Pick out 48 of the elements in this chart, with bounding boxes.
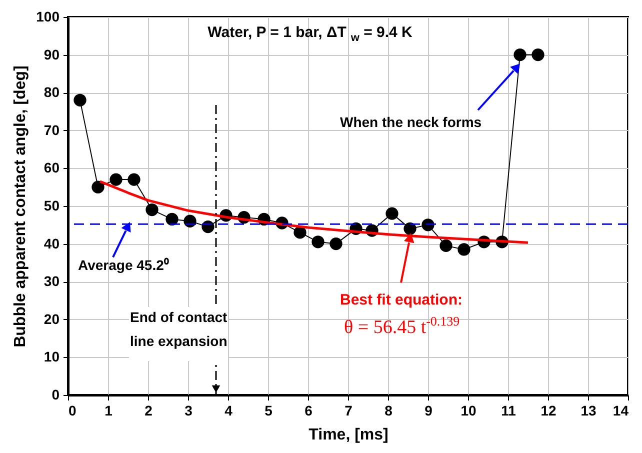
y-tick-label: 90 bbox=[44, 46, 60, 62]
x-tick-label: 12 bbox=[540, 402, 556, 418]
x-tick-label: 1 bbox=[104, 402, 113, 418]
y-tick-label: 80 bbox=[44, 84, 60, 100]
x-tick-label: 7 bbox=[344, 402, 353, 418]
annotation: Best fit equation: bbox=[340, 292, 462, 309]
point bbox=[440, 239, 452, 252]
point bbox=[532, 48, 544, 62]
point bbox=[74, 94, 86, 106]
x-tick-label: 5 bbox=[264, 402, 273, 418]
y-tick-label: 40 bbox=[44, 235, 60, 252]
ref-line-label: End of contact line expansion bbox=[130, 309, 228, 349]
x-axis-title: Time, [ms] bbox=[308, 426, 388, 444]
point bbox=[422, 218, 434, 232]
annotation: When the neck forms bbox=[340, 114, 482, 130]
y-tick-label: 50 bbox=[44, 198, 60, 214]
x-tick-label: 13 bbox=[580, 402, 596, 418]
y-tick-label: 0 bbox=[52, 386, 60, 402]
x-tick-label: 6 bbox=[304, 402, 313, 418]
y-tick-label: 60 bbox=[44, 160, 60, 176]
point bbox=[110, 173, 122, 186]
y-tick-label: 70 bbox=[44, 122, 60, 138]
x-tick-label: 4 bbox=[224, 402, 233, 418]
x-tick-label: 3 bbox=[184, 402, 193, 418]
point bbox=[514, 48, 526, 62]
y-tick-label: 10 bbox=[44, 348, 60, 365]
point bbox=[404, 222, 416, 235]
point bbox=[146, 203, 158, 216]
point bbox=[386, 207, 398, 220]
x-tick-label: 2 bbox=[144, 402, 153, 418]
y-tick-label: 20 bbox=[44, 310, 60, 327]
legend-label: Average 45.2⁰ bbox=[78, 257, 169, 274]
x-tick-label: 11 bbox=[501, 402, 516, 418]
point bbox=[330, 237, 342, 250]
point bbox=[458, 243, 470, 256]
point bbox=[294, 226, 306, 239]
y-axis-title: Bubble apparent contact angle, [deg] bbox=[12, 66, 30, 348]
x-tick-label: 10 bbox=[460, 402, 476, 418]
point bbox=[92, 180, 104, 194]
point bbox=[128, 173, 140, 186]
y-tick-label: 100 bbox=[36, 8, 60, 24]
x-tick-label: 0 bbox=[68, 402, 76, 418]
point bbox=[166, 212, 178, 226]
y-tick-label: 30 bbox=[44, 273, 60, 290]
x-tick-label: 8 bbox=[384, 402, 393, 418]
x-tick-label: 9 bbox=[424, 402, 433, 418]
x-tick-label: 14 bbox=[612, 402, 629, 418]
point bbox=[312, 236, 324, 248]
